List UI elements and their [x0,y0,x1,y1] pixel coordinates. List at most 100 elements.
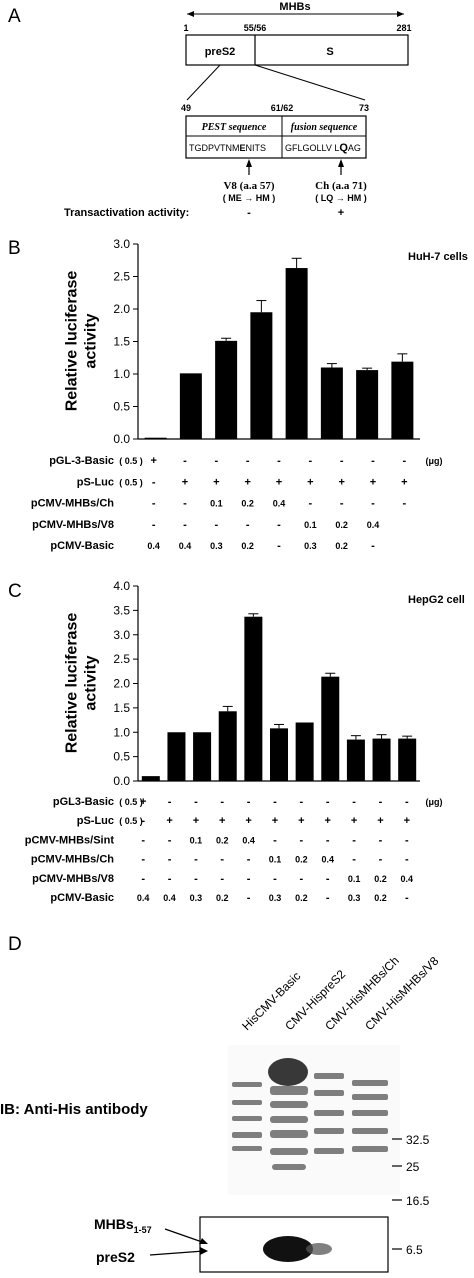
arrow-right-head [397,11,404,17]
unit-label: (μg) [426,456,443,466]
table-cell: 0.3 [304,541,317,551]
table-row-label: pCMV-MHBs/Ch [31,498,114,510]
table-cell: 0.2 [216,893,229,903]
zoom-start: 49 [181,103,191,113]
bar [179,373,202,439]
bar [218,711,237,781]
table-cell: - [340,455,344,467]
pres2-band-weak [306,1243,332,1255]
y-tick-label: 1.0 [113,367,130,381]
table-cell: 0.1 [304,520,317,530]
arrow-left-head [187,11,194,17]
seg-s: S [326,46,333,58]
table-cell: - [273,834,277,846]
table-cell: - [379,834,383,846]
bar [244,616,263,781]
table-cell: - [277,540,281,552]
table-cell: - [168,873,172,885]
bar [285,268,308,439]
lane-label-3: CMV-HisMHBs/Ch [322,953,402,1033]
bar [295,722,314,781]
table-c: pGL3-Basic( 0.5 )+ - - - - - - - - - - (μg)pS-Luc( … [25,796,443,904]
table-cell: 0.4 [401,874,414,884]
table-cell: - [141,815,145,827]
table-cell: - [247,892,251,904]
marker-32: 32.5 [406,1133,430,1147]
blot-band [352,1094,388,1100]
huh7-cell-label: HuH-7 cells [408,251,468,263]
table-cell: 0.1 [210,499,223,509]
table-cell: - [194,796,198,808]
table-row-label: pCMV-Basic [50,540,114,552]
table-cell: - [273,796,277,808]
y-tick-label: 1.0 [113,725,130,739]
table-cell: 0.2 [374,874,387,884]
table-cell: + [377,815,383,827]
table-cell: - [277,519,281,531]
panel-a-label: A [8,6,21,27]
y-tick-label: 2.5 [113,652,130,666]
mhbs-title: MHBs [279,1,310,13]
blot-band [270,1116,308,1123]
table-cell: - [371,498,375,510]
blot-band [314,1073,344,1079]
bar [372,738,391,781]
y-tick-label: 0.5 [113,400,130,414]
table-cell: - [247,873,251,885]
y-tick-label: 2.0 [113,677,130,691]
y-tick-label: 2.0 [113,302,130,316]
ch-arrow-head [338,159,344,167]
table-row-label: pCMV-MHBs/V8 [32,873,114,885]
pest-label: PEST sequence [202,122,267,133]
bar [270,728,288,781]
table-cell: 0.2 [241,541,254,551]
table-cell: + [351,815,357,827]
table-cell: - [405,892,409,904]
transactivation-label: Transactivation activity: [64,207,189,219]
table-cell: - [340,498,344,510]
mhbs-pointer-head [199,1238,208,1244]
table-row-label: pCMV-MHBs/V8 [32,519,114,531]
fusion-sequence: GFLGOLLV LQAG [285,142,361,154]
table-cell: + [150,455,156,467]
y-tick-label: 3.0 [113,237,130,251]
pres2-pointer [149,1250,205,1256]
table-cell: + [276,476,282,488]
table-cell: - [379,796,383,808]
table-row-amount: ( 0.5 ) [119,797,143,807]
bar [398,738,417,781]
blot-band [314,1148,344,1154]
table-cell: - [405,796,409,808]
zoom-line-left [186,64,221,101]
table-cell: - [405,854,409,866]
pres2-band-strong [263,1236,313,1262]
panel-d-label: D [8,934,22,955]
table-cell: - [246,455,250,467]
bar [346,739,365,781]
table-cell: 0.4 [147,541,160,551]
mhbs-pointer [164,1228,206,1244]
table-cell: 0.4 [273,499,286,509]
ib-label: IB: Anti-His antibody [0,1101,148,1118]
table-cell: - [300,796,304,808]
y-tick-label: 4.0 [113,579,130,593]
table-cell: + [244,476,250,488]
table-cell: + [166,815,172,827]
table-cell: - [308,455,312,467]
table-cell: + [298,815,304,827]
table-cell: - [152,476,156,488]
y-axis-label: Relative luciferase activity [63,271,99,412]
mhbs-box [185,34,409,66]
pos-mid: 55/56 [244,23,267,33]
blot-band [352,1146,388,1152]
sequence-box [185,115,367,159]
table-cell: - [352,834,356,846]
blot-band [270,1086,308,1095]
bar [167,732,186,781]
blot-band-top [268,1058,308,1086]
table-cell: - [183,519,187,531]
table-cell: + [272,815,278,827]
table-cell: 0.1 [348,874,361,884]
table-cell: 0.2 [374,893,387,903]
